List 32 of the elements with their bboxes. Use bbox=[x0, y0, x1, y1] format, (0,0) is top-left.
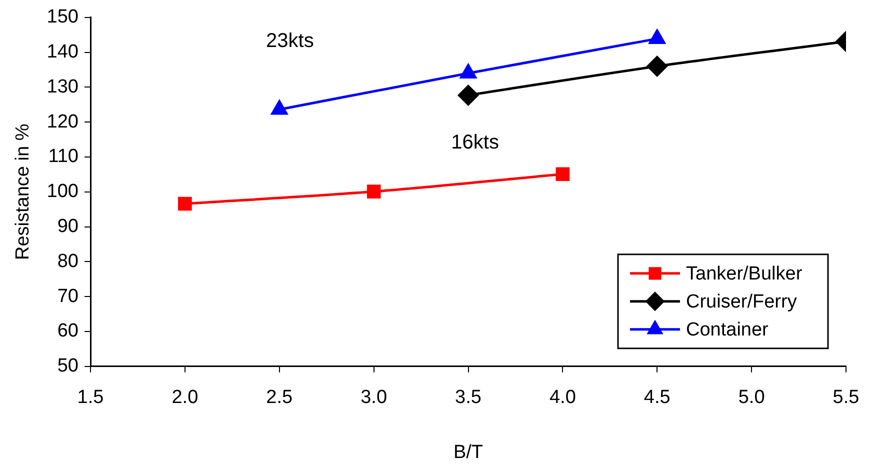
x-tick-label: 5.5 bbox=[832, 387, 860, 408]
legend-label: Tanker/Bulker bbox=[686, 264, 803, 285]
x-tick-label: 5.0 bbox=[738, 387, 765, 408]
y-tick-label: 150 bbox=[46, 6, 78, 28]
y-tick-label: 90 bbox=[57, 216, 78, 238]
y-tick-label: 120 bbox=[46, 111, 78, 132]
y-tick-label: 110 bbox=[48, 146, 78, 168]
y-tick-label: 70 bbox=[57, 286, 78, 307]
x-tick-label: 4.5 bbox=[644, 387, 670, 408]
y-tick-label: 100 bbox=[46, 181, 78, 202]
point bbox=[556, 167, 570, 182]
legend-label: Container bbox=[686, 320, 770, 341]
x-tick-label: 4.0 bbox=[549, 387, 576, 408]
x-tick-label: 1.5 bbox=[77, 387, 104, 408]
y-tick-label: 80 bbox=[57, 250, 78, 272]
y-tick-label: 130 bbox=[46, 76, 78, 98]
y-axis-title: Resistance in % bbox=[12, 124, 34, 260]
point bbox=[458, 84, 478, 106]
y-tick-label: 50 bbox=[57, 356, 78, 377]
point bbox=[178, 196, 192, 211]
annotation: 23kts bbox=[266, 30, 314, 52]
x-tick-label: 3.5 bbox=[455, 387, 482, 408]
x-tick-label: 3.0 bbox=[360, 387, 388, 408]
x-tick-label: 2.5 bbox=[266, 387, 293, 408]
x-axis-title: B/T bbox=[453, 442, 484, 463]
annotation: 16kts bbox=[451, 132, 499, 154]
y-tick-label: 60 bbox=[57, 320, 78, 342]
y-tick-label: 140 bbox=[46, 42, 78, 63]
x-tick-label: 2.0 bbox=[172, 387, 198, 408]
point bbox=[366, 184, 381, 198]
point bbox=[646, 56, 668, 77]
legend-label: Cruiser/Ferry bbox=[686, 292, 798, 313]
